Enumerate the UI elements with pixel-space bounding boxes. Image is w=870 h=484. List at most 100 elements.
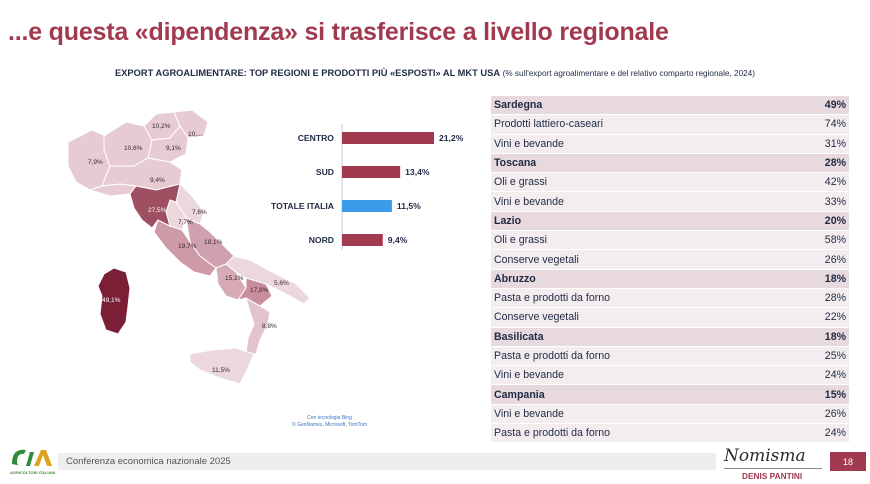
table-product-row: Pasta e prodotti da forno 28% xyxy=(491,288,849,309)
table-region-row: Campania 15% xyxy=(491,385,849,405)
logo-caption: AGRICOLTORI ITALIANI xyxy=(10,470,56,475)
map-label-lombardia: 10,6% xyxy=(124,145,143,152)
region-calabria xyxy=(245,296,271,355)
table-region-row: Abruzzo 18% xyxy=(491,269,849,289)
table-product-row: Vini e bevande 24% xyxy=(491,366,849,386)
row-value: 18% xyxy=(824,330,846,343)
row-label: Pasta e prodotti da forno xyxy=(494,427,611,440)
bar-value-label: 13,4% xyxy=(405,167,430,177)
region-toscana xyxy=(129,183,181,229)
bar xyxy=(342,166,401,178)
table-product-row: Vini e bevande 26% xyxy=(491,404,849,425)
row-label: Lazio xyxy=(494,214,522,227)
bar-category-label: TOTALE ITALIA xyxy=(271,201,334,211)
row-label: Campania xyxy=(494,388,545,401)
region-product-table: Sardegna 49% Prodotti lattiero-caseari 74% V… xyxy=(491,96,849,444)
row-label: Pasta e prodotti da forno xyxy=(494,292,611,305)
row-label: Vini e bevande xyxy=(494,369,564,382)
region-sardegna xyxy=(97,267,131,335)
row-label: Abruzzo xyxy=(494,272,536,285)
map-credit-line1: Con tecnologia Bing xyxy=(307,415,352,421)
row-label: Prodotti lattiero-caseari xyxy=(494,118,603,131)
table-region-row: Sardegna 49% xyxy=(491,96,849,116)
table-product-row: Conserve vegetali 26% xyxy=(491,250,849,270)
row-label: Vini e bevande xyxy=(494,195,564,208)
bar xyxy=(342,132,434,144)
row-label: Oli e grassi xyxy=(494,234,547,247)
table-product-row: Pasta e prodotti da forno 25% xyxy=(491,346,849,367)
row-value: 26% xyxy=(824,407,846,420)
table-product-row: Conserve vegetali 22% xyxy=(491,308,849,328)
table-region-row: Toscana 28% xyxy=(491,153,849,174)
table-product-row: Prodotti lattiero-caseari 74% xyxy=(491,115,849,135)
bar xyxy=(342,234,383,246)
divider xyxy=(724,468,822,469)
table-product-row: Oli e grassi 42% xyxy=(491,173,849,193)
nomisma-logo: Nomisma xyxy=(724,446,806,466)
row-label: Vini e bevande xyxy=(494,137,564,150)
chart-subtitle: EXPORT AGROALIMENTARE: TOP REGIONI E PRO… xyxy=(0,68,870,78)
row-value: 24% xyxy=(824,427,846,440)
map-label-basilicata: 17,8% xyxy=(250,287,269,294)
map-credit: Con tecnologia Bing © GeoNames, Microsof… xyxy=(292,415,367,429)
bar-value-label: 11,5% xyxy=(397,201,421,211)
cia-logo xyxy=(12,449,52,466)
table-product-row: Oli e grassi 58% xyxy=(491,231,849,251)
author-name: DENIS PANTINI xyxy=(742,471,803,481)
footer-conference: Conferenza economica nazionale 2025 xyxy=(66,456,231,467)
map-label-sicilia: 11,5% xyxy=(212,367,230,374)
map-label-puglia: 5,6% xyxy=(274,280,289,287)
table-product-row: Vini e bevande 33% xyxy=(491,192,849,212)
map-label-abruzzo: 18,1% xyxy=(204,239,223,246)
table-region-row: Basilicata 18% xyxy=(491,327,849,347)
row-value: 25% xyxy=(824,350,846,362)
row-value: 33% xyxy=(824,195,846,208)
map-label-piemonte: 7,9% xyxy=(88,159,103,166)
bar-category-label: CENTRO xyxy=(298,133,335,143)
row-value: 18% xyxy=(824,272,846,285)
map-label-lazio: 19,7% xyxy=(178,243,197,250)
row-value: 15% xyxy=(824,388,846,401)
row-value: 26% xyxy=(824,253,846,266)
row-value: 24% xyxy=(824,369,846,382)
table-region-row: Lazio 20% xyxy=(491,211,849,232)
bar-category-label: SUD xyxy=(316,167,334,177)
row-value: 28% xyxy=(824,292,846,305)
row-label: Oli e grassi xyxy=(494,176,547,189)
bar xyxy=(342,200,392,212)
map-label-marche: 7,6% xyxy=(192,209,207,216)
row-value: 31% xyxy=(824,137,846,150)
row-value: 49% xyxy=(824,99,846,112)
page-title: ...e questa «dipendenza» si trasferisce … xyxy=(8,18,669,46)
map-label-emilia: 9,4% xyxy=(150,177,165,184)
row-value: 22% xyxy=(824,311,846,324)
map-label-trentino: 10,2% xyxy=(152,123,171,130)
row-label: Conserve vegetali xyxy=(494,253,579,266)
map-label-toscana: 27,5% xyxy=(148,207,167,214)
table-product-row: Vini e bevande 31% xyxy=(491,134,849,154)
map-credit-line2: © GeoNames, Microsoft, TomTom xyxy=(292,422,367,428)
region-puglia xyxy=(225,255,311,305)
map-label-alto-adige: 10,... xyxy=(188,131,203,138)
row-value: 28% xyxy=(824,157,846,170)
bar-value-label: 21,2% xyxy=(439,133,464,143)
subtitle-main: EXPORT AGROALIMENTARE: TOP REGIONI E PRO… xyxy=(115,68,501,78)
bar-category-label: NORD xyxy=(309,235,334,245)
italy-map: 10,2% 10,... 10,6% 9,1% 7,9% 9,4% 27,5% … xyxy=(67,109,311,385)
subtitle-note: (% sull'export agroalimentare e del rela… xyxy=(502,69,755,78)
row-label: Sardegna xyxy=(494,99,543,112)
region-sicilia xyxy=(189,347,255,385)
row-label: Basilicata xyxy=(494,330,544,343)
row-value: 58% xyxy=(824,234,846,247)
bar-value-label: 9,4% xyxy=(388,235,408,245)
table-product-row: Pasta e prodotti da forno 24% xyxy=(491,424,849,444)
map-label-veneto: 9,1% xyxy=(166,145,181,152)
region-lazio xyxy=(153,219,217,277)
map-label-campania: 15,1% xyxy=(225,275,244,282)
row-value: 42% xyxy=(824,176,846,189)
map-label-umbria: 7,7% xyxy=(178,219,193,226)
footer-bar xyxy=(58,453,716,470)
map-label-calabria: 8,8% xyxy=(262,323,277,330)
row-label: Vini e bevande xyxy=(494,407,564,420)
row-value: 74% xyxy=(824,118,846,131)
